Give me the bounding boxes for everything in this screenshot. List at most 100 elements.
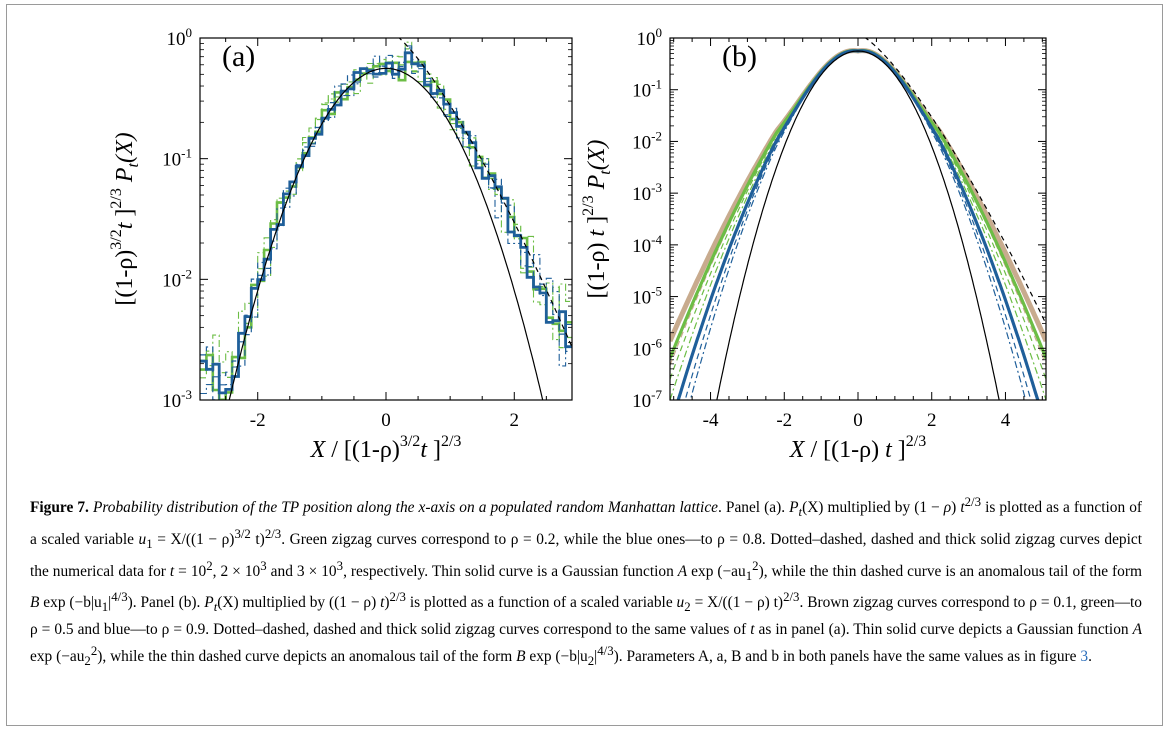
caption-text: is plotted as a function of a scaled var… [405, 594, 677, 612]
y-tick-label: 100 [167, 25, 193, 50]
y-tick-label: 10-1 [632, 77, 662, 102]
data-series-green [200, 60, 572, 400]
caption-text: ) [384, 594, 390, 612]
caption-math: B [516, 647, 526, 665]
caption-math: 2/3 [783, 590, 800, 605]
gaussian-fit-curve [228, 67, 544, 400]
caption-math: 2/3 [389, 590, 406, 605]
caption-math: 2/3 [264, 526, 282, 541]
caption-math: t [380, 594, 385, 612]
caption-math: P [789, 499, 799, 517]
panel-label: (b) [722, 40, 757, 73]
caption-text: . Panel (a). [718, 499, 790, 517]
caption-text: . Brown zigzag curves correspond to ρ = … [30, 594, 1142, 639]
y-axis-label: [(1-ρ) t ]2/3 Pt(X) [580, 140, 614, 299]
caption-text: and 3 × 10 [266, 562, 337, 580]
caption-text: ), while the thin dashed curve depicts a… [97, 647, 517, 665]
y-tick-label: 10-5 [632, 284, 662, 309]
gaussian-fit-curve [716, 50, 1000, 400]
caption-math: u [676, 594, 685, 612]
caption-math: 4/3 [111, 590, 128, 605]
caption-text: multiplied by ((1 − ρ) [238, 594, 381, 612]
caption-math: u [138, 530, 147, 548]
data-series-blue [684, 50, 1032, 400]
caption-text: , respectively. Thin solid curve is a Ga… [343, 562, 678, 580]
caption-math: exp (−b|u [525, 647, 588, 665]
caption-text: . Green zigzag curves correspond to ρ = … [30, 530, 1143, 580]
y-tick-label: 10-2 [632, 128, 662, 153]
y-tick-label: 100 [637, 25, 663, 50]
caption-math: exp (−au [687, 562, 746, 580]
y-tick-label: 10-3 [632, 180, 662, 205]
caption-text: = X/((1 − ρ) [152, 530, 235, 548]
y-tick-label: 10-1 [162, 146, 192, 171]
data-series-green [200, 48, 572, 379]
caption-math: 3 [260, 558, 267, 573]
caption-math: t [213, 600, 218, 615]
anomalous-tail-curve [864, 38, 1046, 324]
caption-math: t [750, 621, 755, 639]
y-tick-label: 10-2 [162, 266, 192, 291]
figure-plots: -2 0 2 10-3 10-2 10-1 100 (a) X / [(1-ρ)3/2t ]2/… [108, 25, 1047, 463]
x-tick-label: -4 [703, 410, 719, 431]
caption-title: Probability distribution of the TP posit… [92, 499, 718, 517]
caption-math: (X) [217, 594, 239, 612]
caption-text: multiplied by (1 − [823, 499, 944, 517]
caption-figure-label: Figure 7. [30, 499, 89, 517]
data-series-blue [200, 51, 572, 395]
figure-3-link[interactable]: 3 [1080, 647, 1089, 665]
data-series-blue [676, 49, 1040, 400]
caption-math: exp (−au [30, 647, 85, 665]
caption-math: ρ [943, 499, 952, 517]
data-series-blue [200, 45, 572, 395]
plot-area [200, 38, 572, 400]
y-tick-label: 10-3 [162, 387, 192, 412]
x-tick-label: -2 [250, 410, 266, 431]
caption-text: as in panel (a). Thin solid curve depict… [754, 621, 1133, 639]
anomalous-tail-curve [398, 38, 572, 348]
caption-math: (X) [802, 499, 824, 517]
x-tick-label: 0 [853, 410, 863, 431]
data-series-brown [670, 48, 1046, 343]
y-tick-label: 10-6 [632, 335, 662, 360]
caption-text: = X/((1 − ρ) t) [690, 594, 784, 612]
panel-b: -4 -2 0 2 4 10-7 10-6 10-5 10-4 10-3 10-2 10-1 100 (b… [580, 25, 1047, 463]
caption-text: is plotted as a function of a scaled var… [30, 499, 1143, 548]
plot-area [670, 38, 1046, 400]
caption-math: t [169, 562, 175, 580]
x-tick-label: 2 [927, 410, 937, 431]
caption-math: 4/3 [597, 643, 614, 658]
x-axis-label: X / [(1-ρ) t ]2/3 [789, 433, 926, 463]
figure-caption: Figure 7. Probability distribution of th… [30, 495, 1143, 668]
panel-a: -2 0 2 10-3 10-2 10-1 100 (a) X / [(1-ρ)3/2t ]2/… [108, 25, 573, 463]
data-series-brown [670, 50, 1046, 366]
x-tick-label: -2 [776, 410, 792, 431]
x-tick-label: 4 [1001, 410, 1011, 431]
caption-math: B [30, 594, 40, 612]
caption-math: exp (−b|u [39, 594, 102, 612]
y-axis-label: [(1-ρ)3/2t ]2/3 Pt(X) [108, 132, 142, 305]
caption-math: t [798, 505, 803, 520]
y-tick-label: 10-7 [632, 387, 662, 412]
data-series-green [200, 41, 572, 378]
caption-math: A [1132, 621, 1142, 639]
caption-text: t) [250, 530, 265, 548]
caption-text: = 10 [174, 562, 207, 580]
caption-text: ), while the thin dashed curve is an ano… [758, 562, 1142, 580]
x-tick-label: 0 [381, 410, 391, 431]
caption-math: 3/2 [234, 526, 251, 541]
data-series-green [670, 49, 1046, 359]
caption-text: ) [951, 499, 961, 517]
x-tick-label: 2 [510, 410, 520, 431]
panel-label: (a) [222, 40, 255, 73]
caption-math: P [204, 594, 214, 612]
caption-math: 3 [336, 558, 344, 573]
caption-text: ). Panel (b). [127, 594, 205, 612]
caption-text: . [1088, 647, 1092, 665]
caption-math: 2/3 [964, 495, 982, 509]
y-tick-label: 10-4 [632, 232, 662, 257]
caption-math: 2 [206, 558, 213, 573]
x-axis-label: X / [(1-ρ)3/2t ]2/3 [310, 433, 462, 463]
figure-frame [6, 4, 1163, 726]
caption-text: ). Parameters A, a, B and b in both pane… [613, 647, 1081, 665]
